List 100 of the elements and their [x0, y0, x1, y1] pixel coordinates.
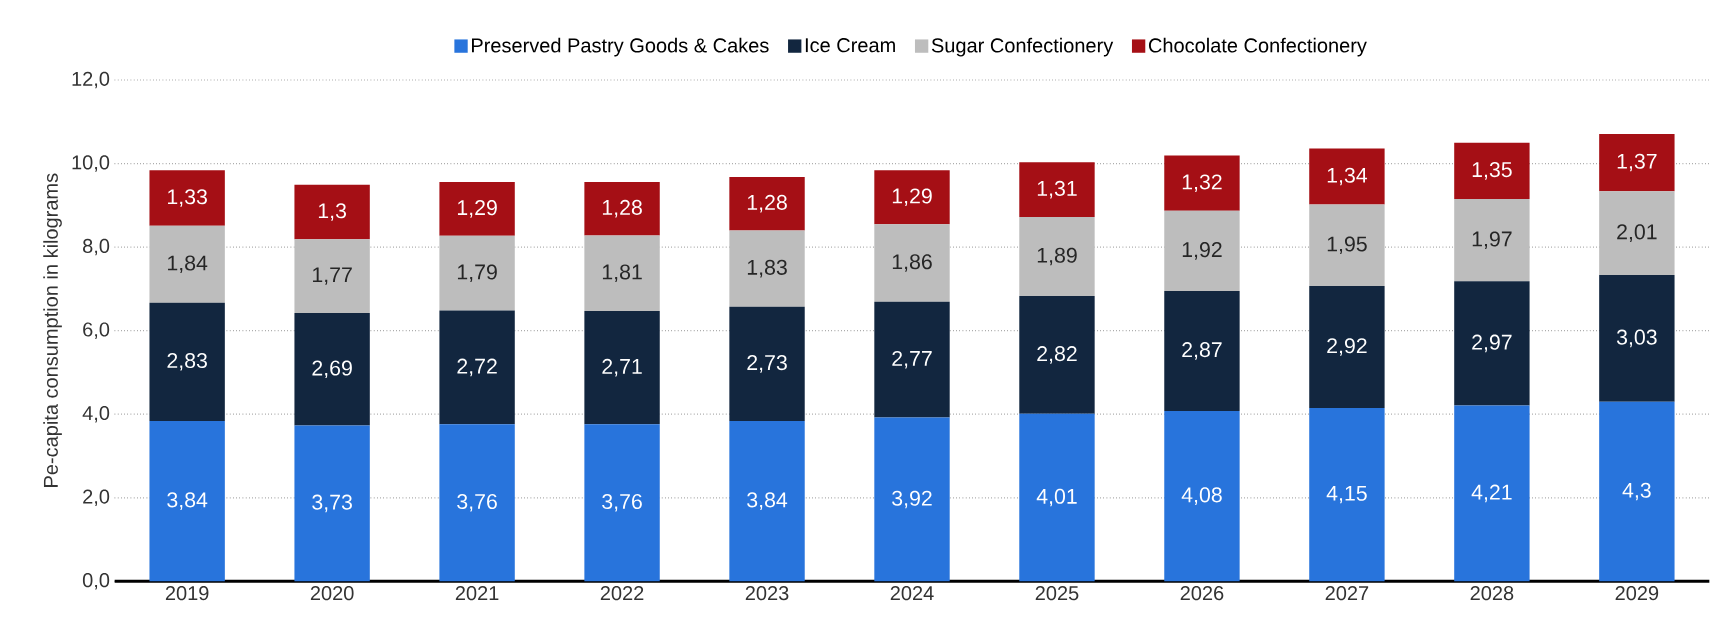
data-label: 1,31: [1037, 180, 1077, 199]
x-tick-label: 2019: [165, 586, 209, 601]
data-label: 1,29: [892, 188, 932, 206]
data-label: 1,77: [313, 267, 352, 285]
bar: [439, 181, 515, 236]
x-tick-label: 2020: [310, 586, 354, 601]
data-label: 2,71: [602, 358, 642, 377]
bar: [1454, 199, 1530, 282]
bar: [729, 176, 805, 231]
bar: [294, 239, 370, 314]
y-tick-label: 4,0: [82, 405, 110, 423]
data-label: 4,01: [1036, 488, 1077, 507]
bar: [149, 170, 225, 226]
data-label: 3,84: [747, 492, 788, 510]
bar: [874, 170, 950, 225]
data-label: 2,83: [167, 352, 207, 371]
bar: [1599, 401, 1675, 582]
bar: [1309, 148, 1385, 205]
data-label: 1,92: [1182, 242, 1222, 260]
bar: [439, 310, 515, 425]
bar: [584, 311, 660, 425]
data-label: 2,72: [457, 358, 497, 377]
data-label: 3,84: [167, 492, 208, 510]
bar: [584, 235, 660, 312]
x-tick-label: 2021: [455, 586, 499, 601]
data-label: 1,89: [1037, 247, 1077, 266]
x-tick-label: 2023: [745, 586, 789, 601]
bar: [1164, 155, 1240, 211]
data-label: 1,29: [457, 200, 497, 218]
data-label: 2,82: [1037, 346, 1077, 364]
bar: [584, 181, 660, 236]
bar: [149, 302, 225, 421]
bar: [1019, 217, 1095, 296]
bar: [149, 420, 225, 582]
x-tick-label: 2026: [1180, 586, 1224, 601]
data-label: 1,32: [1182, 174, 1222, 192]
x-tick-label: 2024: [890, 586, 934, 601]
data-label: 1,35: [1472, 162, 1512, 180]
data-label: 2,87: [1182, 342, 1222, 360]
bar: [1454, 142, 1530, 200]
bar: [874, 417, 950, 582]
bar: [729, 420, 805, 582]
x-tick-label: 2028: [1470, 586, 1514, 601]
bar: [1164, 290, 1240, 411]
data-label: 3,76: [457, 493, 497, 512]
data-label: 2,92: [1327, 338, 1367, 356]
bar: [1309, 407, 1385, 582]
y-axis-title: Pe-capita consumption in kilograms: [43, 173, 62, 487]
data-label: 1,28: [747, 194, 787, 213]
y-tick-label: 12,0: [72, 71, 110, 89]
data-label: 2,97: [1472, 334, 1512, 353]
bar: [1454, 405, 1530, 582]
legend-label: Chocolate Confectionery: [1148, 37, 1367, 57]
bar: [1454, 281, 1530, 406]
bar: [1599, 133, 1675, 192]
x-tick-label: 2027: [1325, 586, 1369, 601]
bar: [584, 424, 660, 582]
data-label: 1,97: [1472, 231, 1512, 250]
data-label: 1,95: [1327, 236, 1367, 255]
data-label: 1,81: [602, 264, 642, 283]
bar: [149, 225, 225, 303]
bar: [294, 313, 370, 426]
data-label: 1,28: [602, 199, 642, 218]
data-label: 3,03: [1616, 329, 1657, 348]
x-tick-label: 2025: [1035, 586, 1079, 601]
y-tick-label: 2,0: [83, 489, 110, 507]
y-tick-label: 10,0: [72, 155, 110, 172]
data-label: 1,3: [318, 203, 347, 221]
bar: [439, 235, 515, 311]
bar: [729, 230, 805, 307]
data-label: 3,76: [602, 493, 642, 512]
bar: [874, 224, 950, 302]
data-label: 4,3: [1622, 482, 1651, 501]
data-label: 2,77: [892, 350, 932, 369]
bar: [1599, 191, 1675, 276]
x-tick-label: 2029: [1615, 586, 1659, 601]
bar: [294, 425, 370, 582]
data-label: 2,01: [1617, 224, 1657, 242]
bar: [294, 184, 370, 240]
data-label: 2,73: [747, 355, 787, 373]
data-label: 1,86: [892, 254, 932, 272]
data-label: 4,21: [1471, 484, 1512, 503]
bar: [1599, 275, 1675, 402]
y-tick-label: 6,0: [83, 322, 110, 339]
legend-label: Ice Cream: [805, 38, 895, 53]
bar: [1164, 210, 1240, 291]
data-label: 4,08: [1181, 487, 1222, 505]
data-label: 2,69: [312, 360, 352, 379]
data-label: 1,83: [747, 259, 787, 278]
y-tick-label: 0,0: [82, 573, 110, 590]
data-label: 4,15: [1326, 485, 1367, 504]
y-tick-label: 8,0: [83, 238, 110, 256]
bar: [1019, 295, 1095, 414]
legend-label: Sugar Confectionery: [931, 37, 1114, 57]
legend-label: Preserved Pastry Goods & Cakes: [472, 37, 769, 57]
x-tick-label: 2022: [600, 586, 644, 601]
bar: [874, 301, 950, 418]
data-label: 1,37: [1617, 153, 1657, 172]
bar: [1309, 204, 1385, 286]
bar: [1019, 413, 1095, 582]
